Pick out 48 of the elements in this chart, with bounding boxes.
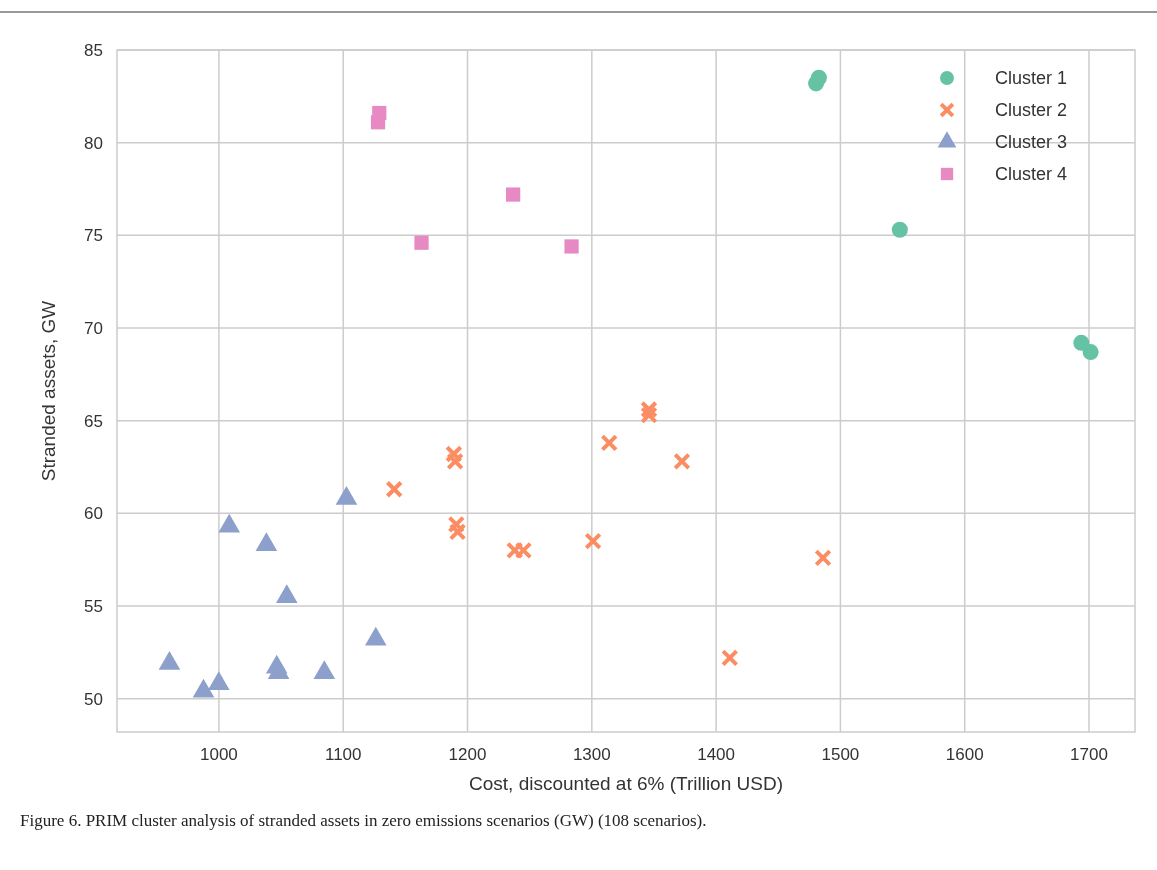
point [446,452,464,471]
point [385,480,403,498]
y-tick-label: 80 [84,133,103,153]
x-tick-label: 1500 [821,745,860,764]
point [673,452,691,471]
y-tick-label: 55 [84,596,103,616]
x-tick-label: 1700 [1070,745,1108,764]
point [448,523,467,541]
x-axis-title: Cost, discounted at 6% (Trillion USD) [469,773,783,794]
y-axis-title: Stranded assets, GW [38,300,59,482]
point [445,445,463,463]
y-tick-label: 75 [84,226,103,246]
y-tick-label: 70 [84,318,103,338]
y-tick-label: 50 [84,689,103,709]
y-tick-label: 65 [84,411,103,431]
point [207,671,230,691]
point [275,584,298,603]
point [584,532,602,550]
point [891,221,908,238]
point [364,626,387,646]
point [414,235,429,250]
x-tick-label: 1100 [324,745,362,764]
point [447,515,466,534]
x-tick-label: 1400 [697,745,736,764]
y-tick-label: 60 [84,504,103,524]
x-tick-label: 1600 [945,745,984,764]
point [255,532,278,552]
point [814,549,832,567]
point [564,239,579,254]
point [335,486,358,505]
legend-label: Cluster 4 [995,164,1068,184]
x-tick-label: 1300 [572,745,611,764]
point [506,187,521,202]
point [313,660,336,679]
point [808,75,825,92]
point [192,678,215,698]
point [218,513,241,533]
point [370,115,386,130]
caption: Figure 6. PRIM cluster analysis of stranded assets in zero emissions scenarios (GW) (108 scenarios). [20,811,707,830]
legend-label: Cluster 2 [995,100,1068,120]
legend-label: Cluster 1 [995,68,1068,88]
point [600,434,618,452]
y-tick-label: 85 [84,41,103,60]
x-tick-label: 1200 [448,745,487,764]
point [1082,344,1099,361]
legend-label: Cluster 3 [995,132,1068,152]
x-tick-label: 1000 [200,745,238,764]
point [158,650,181,670]
